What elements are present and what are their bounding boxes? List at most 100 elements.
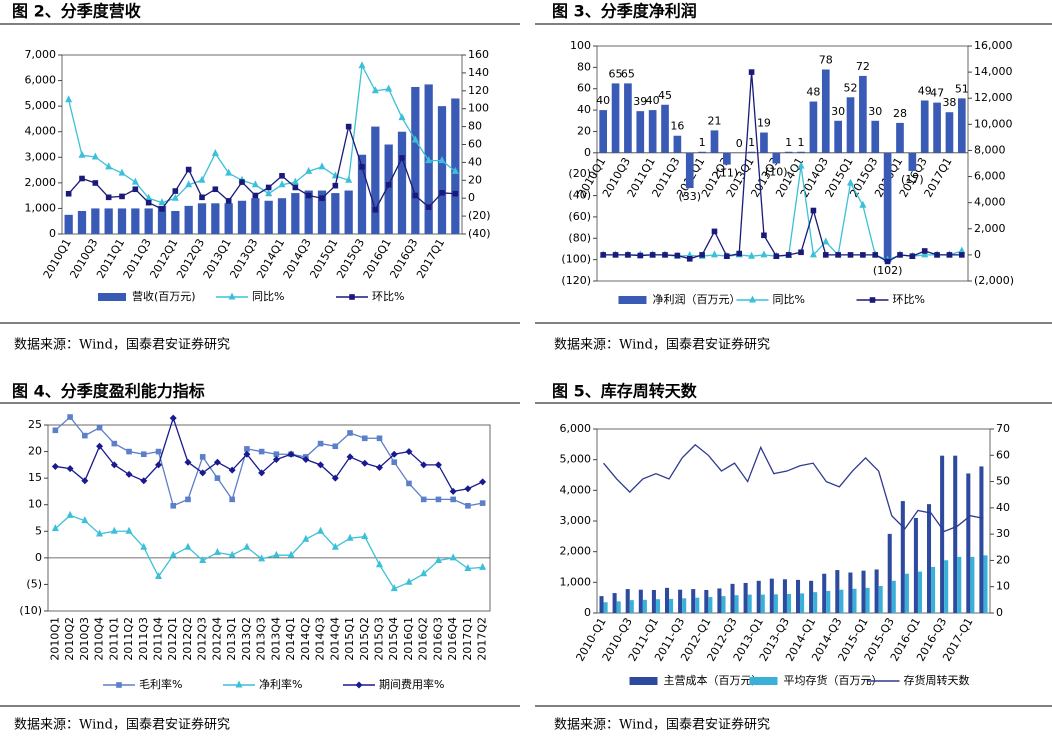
bar — [782, 579, 787, 613]
marker — [412, 192, 419, 199]
y2-tick-label: 20 — [468, 173, 482, 186]
bar — [797, 151, 805, 153]
bar — [730, 583, 735, 613]
bar — [940, 455, 945, 613]
data-label: 39 — [633, 95, 647, 108]
bar — [344, 190, 353, 234]
bar — [184, 205, 193, 234]
marker — [96, 442, 104, 450]
bar — [691, 589, 696, 613]
bar — [983, 555, 988, 613]
bar — [331, 193, 340, 234]
y-tick-label: 5 — [35, 524, 42, 537]
y2-tick-label: 2,000 — [974, 222, 1006, 235]
bar — [698, 151, 706, 153]
bar — [661, 104, 669, 153]
data-label: (10) — [765, 166, 788, 179]
marker — [79, 175, 85, 182]
marker — [110, 461, 118, 469]
marker — [287, 550, 295, 558]
legend-label: 平均存货（百万元） — [784, 673, 883, 687]
legend-swatch — [749, 677, 778, 685]
marker — [211, 148, 219, 156]
bar — [704, 590, 709, 613]
marker — [214, 475, 221, 481]
y2-tick-label: 50 — [996, 475, 1010, 488]
marker — [145, 193, 153, 201]
bar — [197, 203, 207, 234]
data-label: 45 — [658, 89, 672, 102]
chart-title: 图 4、分季度盈利能力指标 — [12, 382, 205, 401]
y-tick-label: 20 — [577, 124, 591, 137]
marker — [349, 294, 355, 300]
data-label: 51 — [955, 82, 969, 95]
y2-tick-label: 60 — [468, 138, 482, 151]
marker — [361, 532, 369, 540]
bar — [773, 594, 778, 613]
marker — [140, 451, 147, 458]
x-tick-label: 2015Q1 — [343, 617, 356, 661]
marker — [302, 534, 310, 542]
marker — [773, 253, 780, 259]
marker — [199, 469, 207, 477]
marker — [809, 250, 817, 258]
marker — [479, 562, 487, 570]
line — [68, 63, 456, 204]
y-tick-label: 4,000 — [25, 125, 57, 138]
bar — [913, 517, 918, 613]
bar — [723, 152, 731, 165]
marker — [637, 252, 644, 259]
x-tick-label: 2012Q1 — [166, 617, 179, 661]
marker — [376, 464, 383, 472]
marker — [452, 190, 459, 197]
bar — [883, 152, 892, 262]
legend-label: 同比% — [773, 293, 805, 306]
bar — [756, 580, 761, 613]
bar — [678, 589, 683, 613]
bar — [673, 135, 682, 153]
marker — [346, 533, 354, 541]
marker — [155, 571, 162, 579]
bar — [859, 75, 867, 153]
marker — [331, 542, 339, 550]
bar — [384, 144, 393, 234]
marker — [265, 184, 272, 191]
x-tick-label: 2015Q3 — [373, 617, 386, 661]
marker — [390, 450, 398, 458]
bar — [953, 455, 958, 613]
marker — [158, 198, 166, 206]
bar — [800, 593, 805, 613]
marker — [66, 510, 74, 518]
y2-tick-label: 120 — [468, 84, 489, 97]
marker — [420, 461, 428, 469]
marker — [185, 166, 192, 173]
marker — [724, 253, 730, 259]
bar — [861, 570, 866, 613]
y2-tick-label: 40 — [468, 155, 482, 168]
marker — [958, 246, 966, 254]
data-label: 40 — [646, 94, 660, 107]
marker — [385, 181, 392, 188]
marker — [171, 193, 179, 201]
marker — [252, 192, 259, 199]
marker — [111, 440, 118, 447]
legend-swatch — [618, 296, 647, 304]
marker — [921, 250, 929, 258]
marker — [859, 200, 867, 208]
bar — [769, 578, 774, 613]
bar — [896, 122, 904, 153]
y-tick-label: 5,000 — [25, 99, 57, 112]
data-label: 72 — [856, 60, 870, 73]
bar — [708, 597, 713, 613]
marker — [748, 251, 756, 259]
marker — [760, 250, 768, 258]
y-tick-label: 6,000 — [560, 422, 592, 435]
marker — [869, 297, 876, 303]
bar — [979, 466, 984, 613]
bar — [834, 120, 842, 153]
marker — [686, 256, 693, 262]
marker — [405, 577, 413, 585]
x-tick-label: 2011Q1 — [107, 617, 120, 661]
marker — [711, 228, 718, 235]
bar — [685, 152, 694, 189]
